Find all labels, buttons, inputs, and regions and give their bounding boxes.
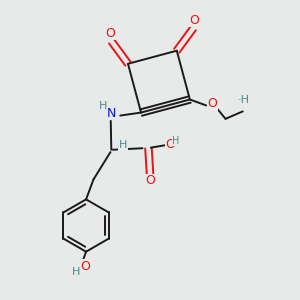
Text: H: H <box>99 101 107 111</box>
Text: O: O <box>80 260 90 273</box>
Text: O: O <box>145 174 155 188</box>
Text: H: H <box>119 140 128 150</box>
Text: O: O <box>189 14 199 27</box>
Text: N: N <box>107 107 117 120</box>
Text: O: O <box>207 98 217 110</box>
Text: O: O <box>106 27 116 40</box>
Text: ·H: ·H <box>237 94 249 104</box>
Text: O: O <box>165 138 175 151</box>
Text: H: H <box>72 268 80 278</box>
Text: H: H <box>172 136 180 146</box>
